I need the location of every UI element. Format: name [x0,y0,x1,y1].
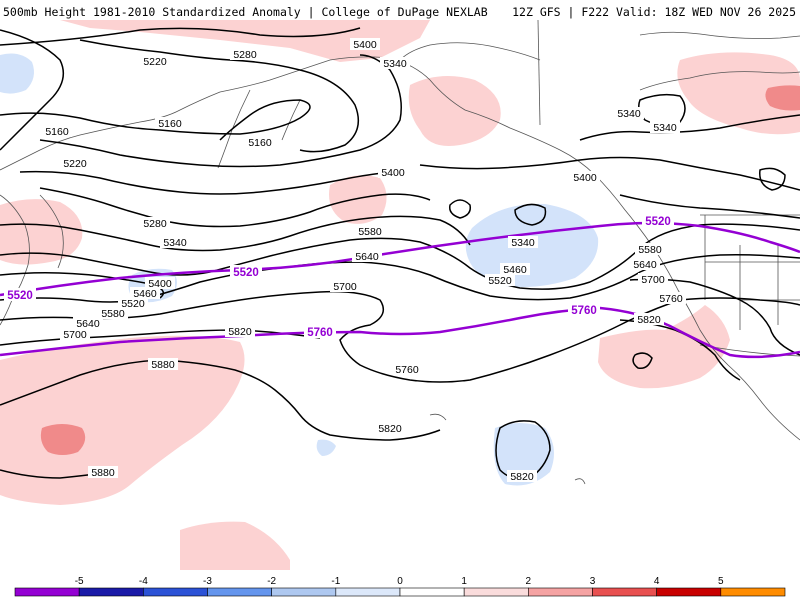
contour-label: 5820 [378,423,402,435]
contour-label: 5160 [158,118,182,130]
contour-label: 5880 [151,359,175,371]
map-title: 500mb Height 1981-2010 Standardized Anom… [3,5,488,19]
height-contours [0,27,800,480]
colorbar-segment [143,587,208,597]
contour-label: 5400 [573,172,597,184]
colorbar-tick-label: 5 [718,576,724,587]
contour-label: 5340 [617,108,641,120]
colorbar-segment [399,587,465,597]
contour-label: 5820 [637,314,661,326]
contour-label: 5220 [63,158,87,170]
colorbar-tick-label: 4 [654,576,660,587]
contour-label: 5880 [91,467,115,479]
colorbar-segment [463,587,529,597]
contour-label: 5820 [510,471,534,483]
contour-label: 5460 [503,264,527,276]
contour-label: 5640 [633,259,657,271]
colorbar-tick-label: 2 [526,576,532,587]
contour-label: 5760 [395,364,419,376]
colorbar-tick-label: 0 [397,576,403,587]
contour-label: 5340 [383,58,407,70]
contour-label: 5280 [233,49,257,61]
colorbar-segment [720,587,786,597]
contour-label: 5400 [381,167,405,179]
colorbar-tick-label: -2 [267,576,276,587]
contour-label: 5340 [511,237,535,249]
colorbar-tick-label: 1 [461,576,467,587]
colorbar-segment [207,587,272,597]
contour-label: 5820 [228,326,252,338]
thick-contour-label: 5760 [571,305,597,317]
model-run-info: 12Z GFS | F222 Valid: 18Z WED NOV 26 202… [512,5,796,19]
contour-label: 5700 [333,281,357,293]
contour-label: 5640 [76,318,100,330]
colorbar-tick-label: -1 [331,576,340,587]
map-canvas: 5400 5340 5280 5220 5160 5160 5160 5220 … [0,20,800,570]
colorbar-segment [528,587,593,597]
contour-label: 5340 [653,122,677,134]
contour-label: 5640 [355,251,379,263]
contour-label: 5520 [488,275,512,287]
colorbar-segment [592,587,657,597]
map-area: 5400 5340 5280 5220 5160 5160 5160 5220 … [0,20,800,570]
colorbar-segment [335,587,401,597]
contour-labels: 5400 5340 5280 5220 5160 5160 5160 5220 … [42,38,686,483]
colorbar-tick-label: -3 [203,576,212,587]
contour-label: 5340 [163,237,187,249]
thick-contour-label: 5520 [233,267,259,279]
map-header: 500mb Height 1981-2010 Standardized Anom… [0,0,800,20]
strong-positive-anomaly [40,85,800,455]
colorbar-tick-label: 3 [590,576,596,587]
contour-label: 5160 [248,137,272,149]
colorbar-segment [78,587,144,597]
contour-label: 5700 [641,274,665,286]
contour-label: 5700 [63,329,87,341]
colorbar-segment [656,587,722,597]
thick-contour-labels: 5520 5520 5520 5760 5760 [4,214,674,339]
contour-label: 5160 [45,126,69,138]
thick-contour-label: 5520 [645,216,671,228]
contour-label: 5280 [143,218,167,230]
contour-label: 5580 [101,308,125,320]
colorbar-segment [271,587,337,597]
colorbar-tick-label: -5 [75,576,84,587]
thick-contours [0,221,800,359]
contour-label: 5580 [358,226,382,238]
thick-contour-label: 5520 [7,290,33,302]
contour-label: 5760 [659,293,683,305]
colorbar-tick-label: -4 [139,576,148,587]
thick-contour-label: 5760 [307,327,333,339]
anomaly-colorbar: -5 -4 -3 -2 -1 0 1 2 3 4 5 [14,576,786,597]
contour-label: 5220 [143,56,167,68]
contour-label: 5400 [353,39,377,51]
colorbar-segment [14,587,80,597]
contour-label: 5580 [638,244,662,256]
